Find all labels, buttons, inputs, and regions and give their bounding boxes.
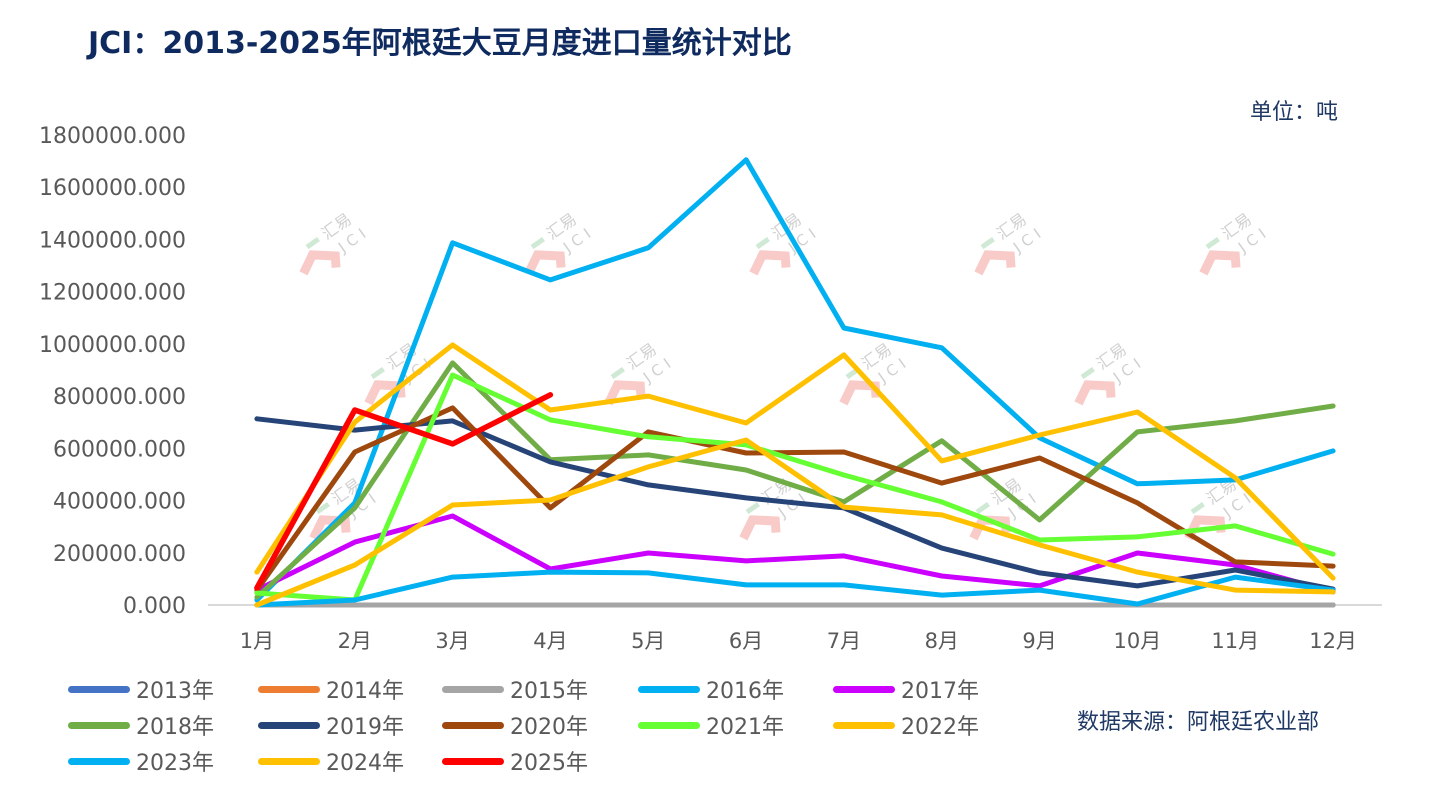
x-tick-label: 10月 (1114, 629, 1162, 653)
legend-swatch (258, 721, 320, 729)
legend-swatch (68, 757, 130, 765)
legend-swatch (258, 757, 320, 765)
x-tick-label: 5月 (631, 629, 665, 653)
y-tick-label: 400000.000 (53, 490, 186, 515)
legend-label: 2016年 (706, 679, 784, 704)
y-tick-label: 800000.000 (53, 385, 186, 410)
unit-label: 单位：吨 (1250, 100, 1339, 125)
legend-label: 2017年 (901, 679, 979, 704)
legend-swatch (442, 757, 504, 765)
series-line-2021 (254, 372, 1336, 603)
series-line-2023 (254, 569, 1336, 608)
legend-item: 2020年 (442, 708, 588, 742)
legend-item: 2023年 (68, 744, 214, 778)
x-tick-label: 4月 (533, 629, 567, 653)
legend-label: 2021年 (706, 715, 784, 740)
x-tick-label: 11月 (1211, 629, 1259, 653)
y-tick-label: 600000.000 (53, 437, 186, 462)
legend-item: 2019年 (258, 708, 404, 742)
y-tick-label: 1200000.000 (39, 281, 186, 306)
x-tick-label: 12月 (1309, 629, 1357, 653)
legend-swatch (258, 685, 320, 693)
y-tick-label: 1000000.000 (39, 333, 186, 358)
legend-label: 2015年 (510, 679, 588, 704)
legend-label: 2019年 (326, 715, 404, 740)
series-lines (254, 157, 1336, 608)
legend-swatch (833, 721, 895, 729)
series-line-2019 (254, 416, 1336, 592)
x-tick-label: 2月 (338, 629, 372, 653)
legend-item: 2022年 (833, 708, 979, 742)
legend-item: 2014年 (258, 672, 404, 706)
legend-label: 2022年 (901, 715, 979, 740)
x-tick-label: 3月 (435, 629, 469, 653)
series-line-2018 (254, 360, 1336, 600)
series-line-2017 (254, 513, 1336, 595)
x-tick-label: 1月 (240, 629, 274, 653)
legend-item: 2024年 (258, 744, 404, 778)
legend-item: 2021年 (638, 708, 784, 742)
legend-swatch (442, 685, 504, 693)
y-tick-label: 1600000.000 (39, 176, 186, 201)
legend-label: 2020年 (510, 715, 588, 740)
legend-swatch (638, 685, 700, 693)
legend-swatch (833, 685, 895, 693)
series-line-2016 (254, 157, 1336, 603)
legend-swatch (638, 721, 700, 729)
x-tick-label: 8月 (925, 629, 959, 653)
legend-item: 2018年 (68, 708, 214, 742)
legend-item: 2025年 (442, 744, 588, 778)
x-tick-label: 6月 (729, 629, 763, 653)
legend-label: 2025年 (510, 751, 588, 776)
legend-label: 2018年 (136, 715, 214, 740)
legend-item: 2017年 (833, 672, 979, 706)
x-tick-label: 7月 (827, 629, 861, 653)
y-tick-label: 1800000.000 (39, 124, 186, 149)
legend-swatch (68, 685, 130, 693)
series-line-2024 (254, 437, 1336, 608)
legend-label: 2024年 (326, 751, 404, 776)
x-axis: 1月 2月 3月 4月 5月 6月 7月 8月 9月 10月 11月 12月 (208, 604, 1382, 653)
legend-label: 2023年 (136, 751, 214, 776)
data-source-label: 数据来源：阿根廷农业部 (1077, 710, 1320, 735)
y-axis: 0.000 200000.000 400000.000 600000.000 80000… (39, 124, 186, 619)
chart-title: JCI：2013-2025年阿根廷大豆月度进口量统计对比 (88, 26, 792, 61)
legend-swatch (442, 721, 504, 729)
legend-swatch (68, 721, 130, 729)
x-tick-label: 9月 (1022, 629, 1056, 653)
legend-item: 2016年 (638, 672, 784, 706)
legend-label: 2014年 (326, 679, 404, 704)
y-tick-label: 1400000.000 (39, 228, 186, 253)
legend-label: 2013年 (136, 679, 214, 704)
series-line-2025 (254, 392, 554, 591)
legend-item: 2013年 (68, 672, 214, 706)
legend-item: 2015年 (442, 672, 588, 706)
series-line-2022 (254, 342, 1336, 581)
y-tick-label: 200000.000 (53, 542, 186, 567)
y-tick-label: 0.000 (123, 594, 186, 619)
